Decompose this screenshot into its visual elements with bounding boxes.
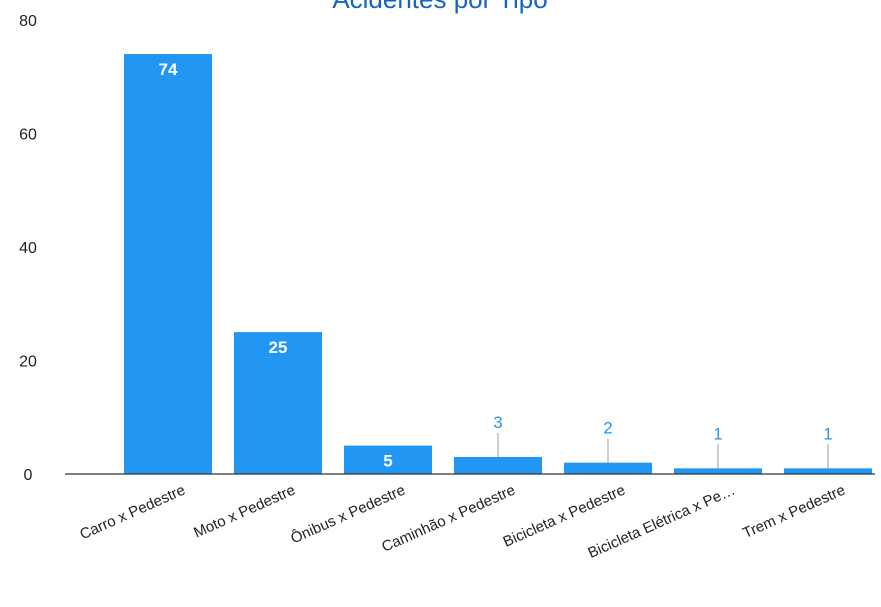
bar [344,445,432,474]
bar [454,456,542,474]
x-tick-label: Trem x Pedestre [740,482,848,542]
data-label: 25 [269,338,288,357]
chart-title: Acidentes por Tipo [332,0,547,14]
data-label: 2 [603,419,612,438]
y-tick-label: 40 [19,240,37,257]
bar [564,462,652,474]
y-tick-label: 60 [19,127,37,144]
bar [124,54,212,475]
data-label: 1 [713,424,722,443]
x-tick-label: Moto x Pedestre [191,482,298,542]
y-tick-label: 80 [19,13,37,30]
data-labels-group: 74 25 5 3 2 1 1 [159,60,833,471]
y-tick-label: 0 [24,467,33,484]
data-label: 1 [823,424,832,443]
bar [234,332,322,474]
x-tick-label: Carro x Pedestre [77,482,188,544]
bar [784,468,872,474]
bar [674,468,762,474]
bars-group [124,54,872,475]
y-tick-label: 20 [19,354,37,371]
data-label: 3 [493,413,502,432]
y-axis-ticks: 0 20 40 60 80 [19,13,37,484]
label-leaders-group [497,432,829,469]
data-label: 74 [159,60,178,79]
data-label: 5 [383,452,392,471]
